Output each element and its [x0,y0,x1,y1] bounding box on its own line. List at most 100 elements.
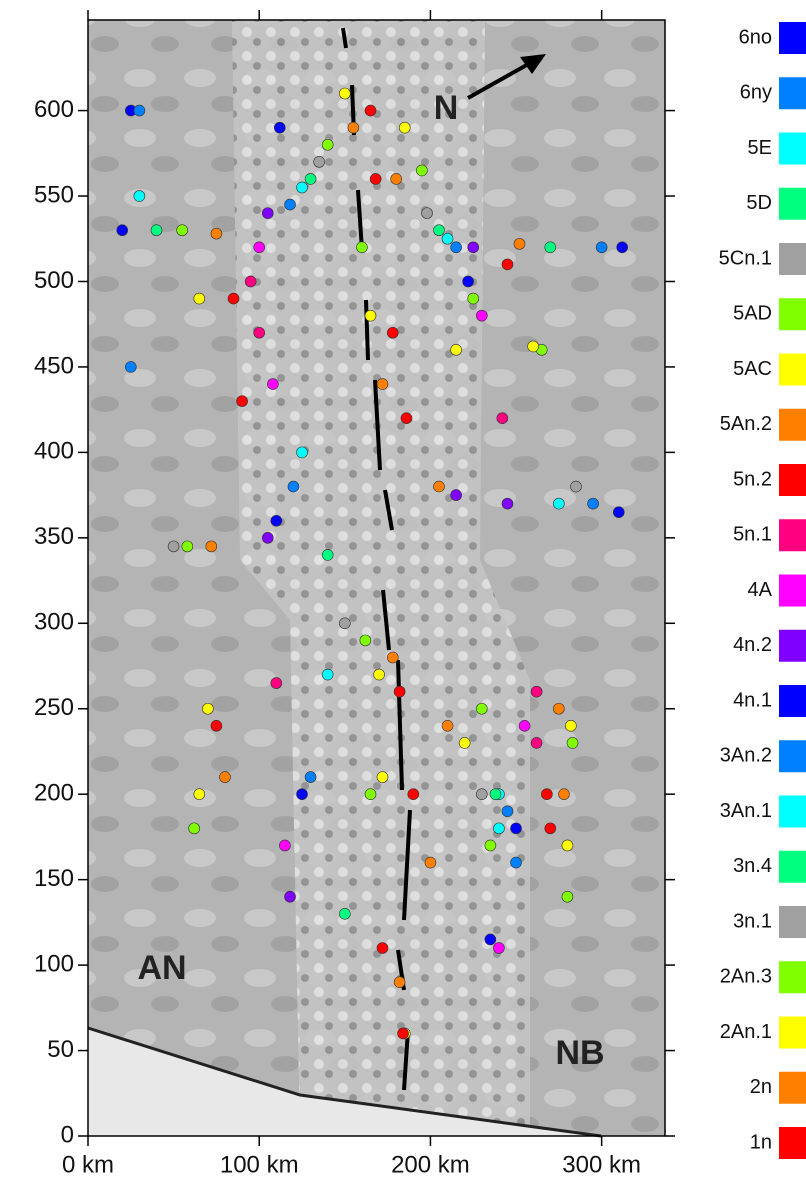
point [373,668,385,681]
legend-label: 1n [750,1131,772,1153]
point [398,121,411,134]
point [284,890,296,903]
legend-label: 4n.1 [733,689,772,711]
point [356,241,368,254]
point [530,685,543,698]
point [273,121,286,134]
point [210,227,223,240]
point [561,839,574,852]
point [304,173,317,185]
point [518,720,531,732]
point [612,506,625,519]
point [462,275,474,288]
plot-frame [87,19,666,1137]
point [296,446,308,459]
x-tick-label: 100 km [220,1151,299,1178]
point [205,540,218,553]
north-arrow [467,60,533,100]
legend-label: 3An.1 [720,800,772,822]
point [386,326,399,339]
point [253,326,266,339]
point [193,292,206,305]
legend-swatch [779,574,806,607]
point [484,839,497,852]
point [493,942,505,954]
point [450,344,462,356]
legend-label: 2An.1 [720,1021,772,1043]
point [236,395,248,407]
point [501,497,514,510]
point [210,720,223,732]
legend-swatch [779,187,806,220]
point [570,480,582,493]
point [484,933,497,946]
point [339,617,351,630]
point [227,292,240,305]
legend-label: 5D [746,192,772,214]
legend-swatch [779,519,806,552]
point [513,238,526,250]
legend-label: 5E [748,137,772,159]
y-tick-label: 100 [34,950,74,977]
point [296,788,308,800]
legend-swatch [779,795,806,828]
point [390,173,402,185]
point [458,737,471,749]
legend-label: 6ny [740,82,772,104]
point [150,224,163,237]
legend-label: 3An.2 [720,745,772,767]
point [561,890,574,903]
point [510,822,522,835]
point [493,822,505,835]
point [616,241,628,254]
point [595,241,608,254]
legend-swatch [779,629,806,662]
y-tick-label: 200 [34,780,74,807]
point [267,378,279,390]
legend-swatch [779,1127,806,1159]
point [313,156,325,168]
region-label: NB [555,1034,604,1072]
point [475,788,488,800]
point [321,668,334,681]
point [296,181,308,194]
point [253,241,266,254]
point [566,737,579,749]
map-background [87,20,665,1138]
point [527,340,539,353]
point [433,224,445,237]
point [553,497,565,510]
x-tick-label: 200 km [391,1151,470,1178]
point [376,942,389,954]
point [287,480,300,493]
point [202,702,214,715]
point [321,138,334,151]
legend-label: 5AC [733,358,772,380]
legend-label: 5AD [733,303,772,325]
legend-swatch [779,298,806,331]
legend-label: 5An.2 [720,413,772,435]
legend-swatch [779,77,806,110]
legend-label: 5n.2 [733,468,772,490]
legend-swatch [779,961,806,994]
point [393,976,406,988]
point [467,241,480,254]
point [467,292,480,305]
point [321,549,334,561]
legend-swatch [779,132,806,165]
point [133,190,146,202]
point [116,224,129,237]
y-tick-label: 350 [34,523,74,550]
legend-swatch [779,22,806,54]
point [279,839,291,852]
legend-label: 5n.1 [733,524,772,546]
point [475,702,488,715]
point [376,771,389,783]
point [359,634,372,647]
legend-swatch [779,243,806,275]
legend-swatch [779,906,806,938]
legend-label: 4A [748,579,773,601]
point [441,720,454,732]
point [193,788,206,800]
point [450,489,462,501]
